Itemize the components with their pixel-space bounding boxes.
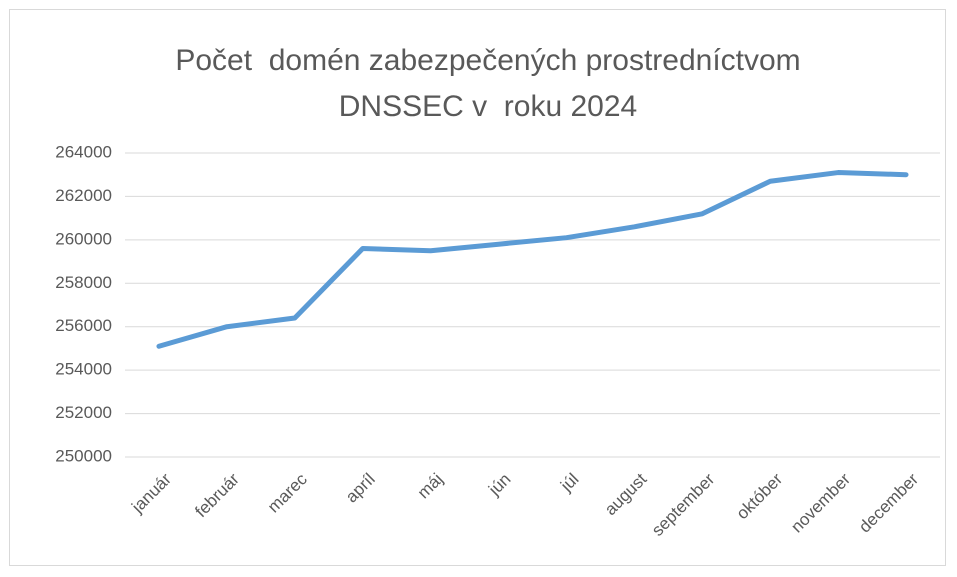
chart-title: Počet domén zabezpečených prostredníctvo… [175,44,810,123]
x-tick-label: október [733,469,787,523]
x-tick-label: júl [556,470,582,496]
y-tick-label: 254000 [55,360,112,379]
x-tick-label: február [191,469,243,521]
x-tick-label: november [787,469,854,536]
x-tick-label: august [601,469,651,519]
y-tick-label: 260000 [55,229,112,248]
y-tick-label: 256000 [55,316,112,335]
x-tick-label: december [855,469,922,536]
y-tick-label: 262000 [55,186,112,205]
x-tick-label: marec [264,469,311,516]
x-tick-label: apríl [342,470,379,507]
y-tick-label: 252000 [55,403,112,422]
data-line [156,170,909,349]
x-tick-label: september [648,469,718,539]
x-tick-label: jún [484,470,514,500]
x-tick-label: január [127,469,175,517]
y-tick-label: 258000 [55,273,112,292]
y-tick-label: 264000 [55,142,112,161]
chart-frame [9,9,946,566]
y-tick-label: 250000 [55,446,112,465]
x-tick-label: máj [414,470,447,503]
